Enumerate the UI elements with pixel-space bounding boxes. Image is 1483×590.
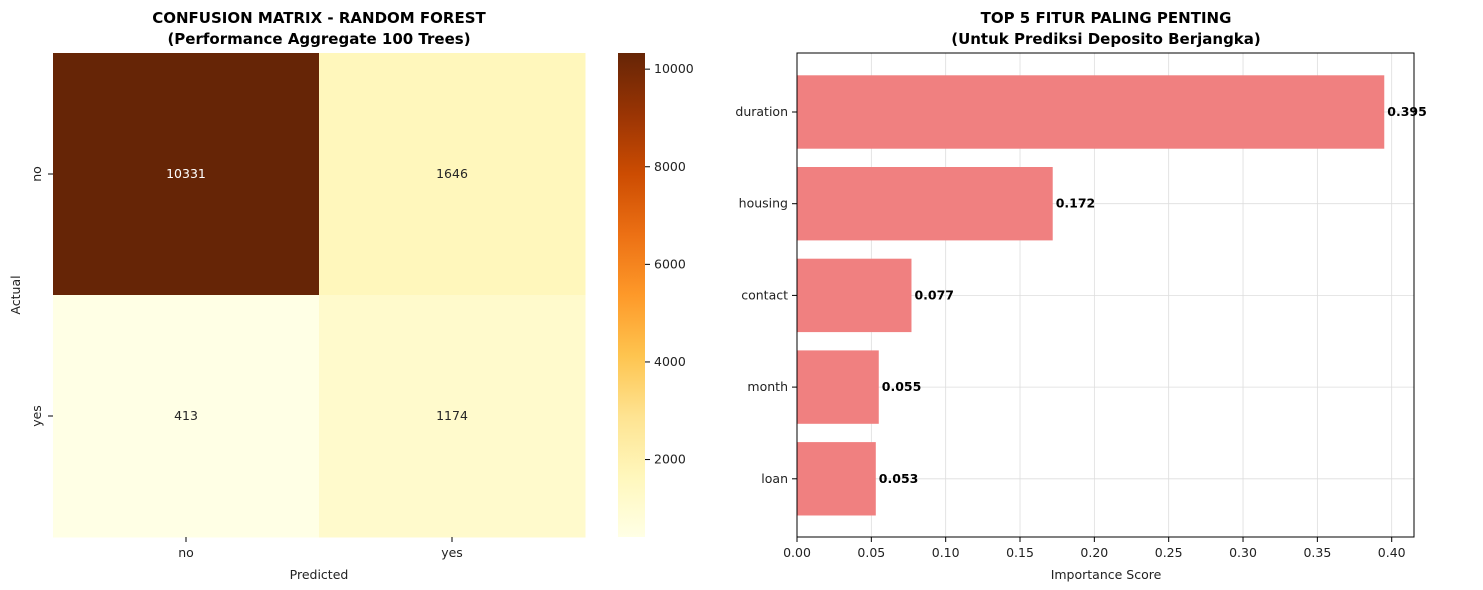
fi-ytick-label: contact [741, 287, 788, 302]
cm-title: CONFUSION MATRIX - RANDOM FOREST [152, 9, 486, 27]
fi-xtick-label: 0.30 [1229, 545, 1257, 560]
fi-bar-value-label: 0.395 [1387, 104, 1427, 119]
colorbar: 2000 4000 6000 8000 10000 [618, 53, 694, 537]
fi-xtick-label: 0.25 [1155, 545, 1183, 560]
cm-ytick-label: yes [29, 405, 44, 427]
colorbar-tick-label: 10000 [654, 61, 694, 76]
cm-cell [53, 295, 320, 538]
fi-ytick-label: month [747, 379, 788, 394]
fi-ytick-label: loan [761, 471, 788, 486]
cm-xtick-label: yes [441, 545, 463, 560]
feature-importance-chart: TOP 5 FITUR PALING PENTING (Untuk Predik… [735, 9, 1426, 582]
cm-cell-value: 10331 [166, 166, 206, 181]
fi-xtick-label: 0.10 [932, 545, 960, 560]
cm-cell [53, 53, 320, 296]
colorbar-gradient [618, 53, 645, 537]
colorbar-tick-label: 6000 [654, 256, 686, 271]
fi-xtick-label: 0.40 [1378, 545, 1406, 560]
fi-bar-value-label: 0.172 [1056, 196, 1096, 211]
cm-cells: 10331 1646 413 1174 [53, 53, 586, 538]
cm-cell-value: 1646 [436, 166, 468, 181]
cm-ytick-label: no [29, 166, 44, 182]
fi-xtick-label: 0.20 [1080, 545, 1108, 560]
cm-xtick-label: no [178, 545, 194, 560]
cm-cell [319, 53, 586, 296]
fi-title: TOP 5 FITUR PALING PENTING [981, 9, 1232, 27]
cm-cell [319, 295, 586, 538]
fi-xtick-label: 0.15 [1006, 545, 1034, 560]
fi-bar-value-label: 0.053 [879, 471, 919, 486]
fi-bar [797, 442, 876, 516]
fi-bar [797, 75, 1385, 149]
fi-xtick-label: 0.05 [857, 545, 885, 560]
fi-xticks: 0.00 0.05 0.10 0.15 0.20 0.25 0.30 0.35 0.40 [783, 537, 1406, 560]
colorbar-ticks: 2000 4000 6000 8000 10000 [645, 61, 694, 467]
cm-subtitle: (Performance Aggregate 100 Trees) [167, 30, 470, 48]
cm-ticks: no yes no yes [29, 166, 463, 560]
confusion-matrix-chart: CONFUSION MATRIX - RANDOM FOREST (Perfor… [8, 9, 694, 582]
fi-xtick-label: 0.00 [783, 545, 811, 560]
cm-xlabel: Predicted [290, 567, 349, 582]
fi-ytick-label: duration [735, 104, 788, 119]
fi-bar [797, 350, 879, 424]
fi-bar [797, 167, 1053, 241]
fi-bar-value-label: 0.077 [914, 287, 954, 302]
fi-bar-value-label: 0.055 [882, 379, 922, 394]
fi-xlabel: Importance Score [1051, 567, 1162, 582]
colorbar-tick-label: 2000 [654, 452, 686, 467]
fi-subtitle: (Untuk Prediksi Deposito Berjangka) [951, 30, 1261, 48]
fi-ytick-label: housing [739, 196, 788, 211]
fi-yticks: duration housing contact month loan [735, 104, 797, 486]
fi-bars: 0.395 0.172 0.077 0.055 0.053 [797, 75, 1427, 516]
fi-xtick-label: 0.35 [1303, 545, 1331, 560]
cm-ylabel: Actual [8, 275, 23, 314]
colorbar-tick-label: 4000 [654, 354, 686, 369]
cm-cell-value: 1174 [436, 408, 468, 423]
cm-cell-value: 413 [174, 408, 198, 423]
fi-bar [797, 258, 912, 333]
colorbar-tick-label: 8000 [654, 159, 686, 174]
